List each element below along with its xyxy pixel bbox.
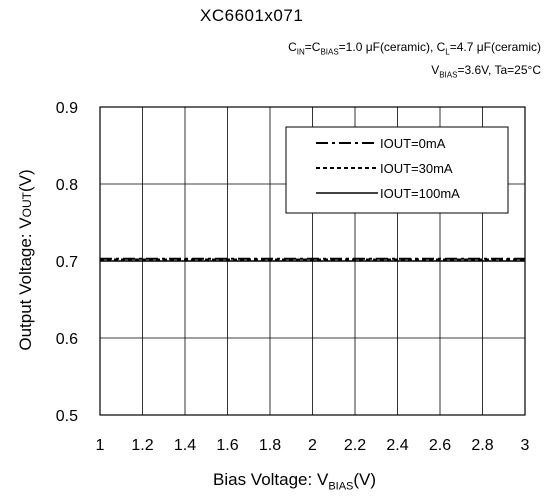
x-tick-label: 1.8 [259,437,281,454]
legend-label: IOUT=30mA [380,161,453,176]
y-tick-label: 0.8 [56,177,78,194]
x-tick-label: 1 [96,437,105,454]
x-tick-label: 2.2 [344,437,366,454]
test-conditions-line-1: CIN=CBIAS=1.0 μF(ceramic), CL=4.7 μF(cer… [288,40,541,57]
legend-label: IOUT=0mA [380,136,446,151]
legend-label: IOUT=100mA [380,186,460,201]
x-tick-label: 2 [308,437,317,454]
y-tick-label: 0.6 [56,331,78,348]
x-axis-label: Bias Voltage: VBIAS(V) [213,470,377,493]
x-tick-label: 2.8 [471,437,493,454]
y-axis-label: Output Voltage: VOUT(V) [16,169,35,351]
x-tick-label: 1.2 [131,437,153,454]
x-tick-label: 1.6 [216,437,238,454]
legend-box [285,126,509,214]
x-tick-label: 2.6 [429,437,451,454]
y-tick-label: 0.9 [56,100,78,117]
y-tick-label: 0.5 [56,408,78,425]
x-tick-label: 1.4 [174,437,196,454]
x-tick-label: 2.4 [386,437,408,454]
x-tick-label: 3 [521,437,530,454]
y-tick-label: 0.7 [56,254,78,271]
chart-title: XC6601x071 [200,6,304,25]
test-conditions-line-2: VBIAS=3.6V, Ta=25°C [431,63,541,80]
